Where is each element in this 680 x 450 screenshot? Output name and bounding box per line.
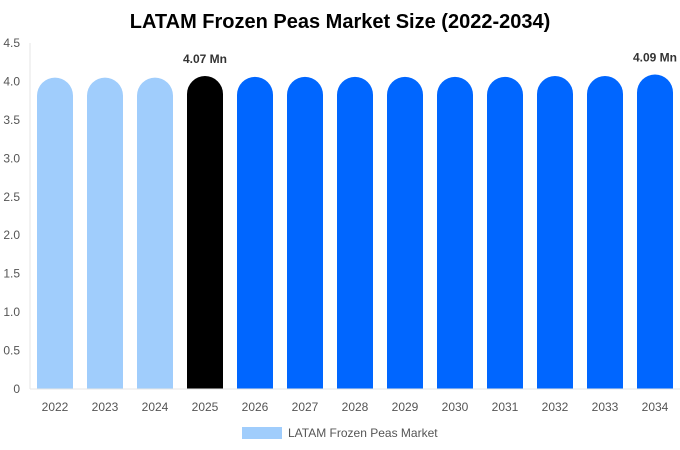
data-label: 4.07 Mn — [183, 52, 227, 66]
bar-2022 — [37, 77, 73, 389]
y-tick-label: 0.5 — [3, 344, 20, 358]
legend-swatch — [242, 427, 282, 439]
bar-2024 — [137, 77, 173, 389]
bar-2023 — [87, 77, 123, 389]
x-tick-label: 2033 — [592, 400, 619, 414]
x-tick-label: 2025 — [192, 400, 219, 414]
y-tick-label: 0 — [13, 382, 20, 396]
legend-label: LATAM Frozen Peas Market — [288, 426, 438, 440]
y-tick-label: 3.5 — [3, 113, 20, 127]
bar-2027 — [287, 76, 323, 389]
bar-2026 — [237, 76, 273, 389]
bar-2031 — [487, 76, 523, 389]
data-labels: 4.07 Mn 4.09 Mn — [183, 51, 677, 67]
x-tick-label: 2026 — [242, 400, 269, 414]
x-tick-label: 2030 — [442, 400, 469, 414]
x-tick-label: 2027 — [292, 400, 319, 414]
x-tick-label: 2022 — [42, 400, 69, 414]
x-tick-label: 2024 — [142, 400, 169, 414]
y-tick-label: 2.5 — [3, 190, 20, 204]
y-tick-label: 1.0 — [3, 305, 20, 319]
x-axis: 2022 2023 2024 2025 2026 2027 2028 2029 2030 2031… — [30, 388, 680, 414]
data-label: 4.09 Mn — [633, 51, 677, 65]
legend: LATAM Frozen Peas Market — [242, 426, 438, 440]
bar-2034 — [637, 74, 673, 389]
bar-2025 — [187, 76, 223, 389]
bar-2030 — [437, 76, 473, 389]
x-tick-label: 2028 — [342, 400, 369, 414]
chart-title: LATAM Frozen Peas Market Size (2022-2034… — [130, 11, 551, 33]
y-tick-label: 4.0 — [3, 74, 20, 88]
x-tick-label: 2023 — [92, 400, 119, 414]
y-tick-label: 1.5 — [3, 267, 20, 281]
x-tick-label: 2031 — [492, 400, 519, 414]
y-tick-label: 3.0 — [3, 151, 20, 165]
x-tick-label: 2029 — [392, 400, 419, 414]
x-tick-label: 2034 — [642, 400, 669, 414]
bar-2028 — [337, 76, 373, 389]
y-axis: 0 0.5 1.0 1.5 2.0 2.5 3.0 3.5 4.0 4.5 — [3, 36, 31, 396]
bar-2032 — [537, 76, 573, 389]
bar-2029 — [387, 76, 423, 389]
bars — [37, 74, 673, 389]
y-tick-label: 2.0 — [3, 228, 20, 242]
y-tick-label: 4.5 — [3, 36, 20, 50]
x-tick-label: 2032 — [542, 400, 569, 414]
bar-2033 — [587, 76, 623, 389]
